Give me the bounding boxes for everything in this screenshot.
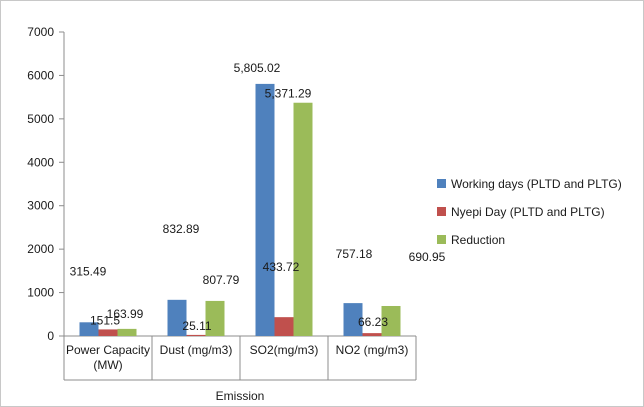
- y-tick-label: 7000: [27, 25, 54, 39]
- y-tick-label: 3000: [27, 199, 54, 213]
- bar: [255, 83, 275, 336]
- bar: [362, 333, 382, 336]
- x-group-label: Emission: [216, 389, 265, 403]
- bar: [98, 329, 118, 336]
- data-label: 433.72: [263, 260, 300, 274]
- x-tick-label: Power Capacity (MW): [66, 343, 150, 372]
- legend-label: Nyepi Day (PLTD and PLTG): [451, 205, 605, 219]
- data-labels: 315.49 832.89 5,805.02 757.18 151.5 25.11 433.…: [70, 61, 446, 333]
- bar: [167, 299, 187, 336]
- x-tick-label: SO2(mg/m3): [250, 343, 319, 357]
- y-tick-label: 2000: [27, 242, 54, 256]
- legend-label: Working days (PLTD and PLTG): [451, 177, 622, 191]
- data-label: 5,805.02: [234, 61, 281, 75]
- y-tick-label: 4000: [27, 155, 54, 169]
- legend-swatch: [437, 207, 446, 216]
- y-tick-label: 1000: [27, 286, 54, 300]
- y-tick-label: 5000: [27, 112, 54, 126]
- bar: [274, 317, 294, 336]
- data-label: 832.89: [163, 222, 200, 236]
- data-label: 151.5: [90, 313, 120, 327]
- y-tick-label: 6000: [27, 68, 54, 82]
- bar: [343, 303, 363, 336]
- legend-label: Reduction: [451, 233, 505, 247]
- x-tick-label: NO2 (mg/m3): [336, 343, 409, 357]
- data-label: 25.11: [182, 319, 211, 333]
- data-label: 315.49: [70, 264, 107, 278]
- y-tick-label: 0: [47, 329, 54, 343]
- bar: [186, 334, 206, 336]
- bar: [79, 322, 99, 336]
- data-label: 690.95: [409, 250, 446, 264]
- data-label: 807.79: [203, 273, 240, 287]
- bar: [117, 328, 137, 336]
- bar: [381, 305, 401, 336]
- data-label: 5,371.29: [265, 87, 312, 101]
- axes: 0 1000 2000 3000 4000 5000 6000 7000 Power Capac…: [27, 25, 417, 403]
- legend-swatch: [437, 235, 446, 244]
- x-tick-label: Dust (mg/m3): [160, 343, 233, 357]
- data-label: 757.18: [336, 247, 373, 261]
- legend: Working days (PLTD and PLTG) Nyepi Day (P…: [437, 177, 622, 247]
- bars: [79, 83, 401, 337]
- bar: [205, 300, 225, 336]
- data-label: 163.99: [107, 307, 144, 321]
- legend-swatch: [437, 179, 446, 188]
- bar: [293, 102, 313, 337]
- data-label: 66.23: [358, 315, 388, 329]
